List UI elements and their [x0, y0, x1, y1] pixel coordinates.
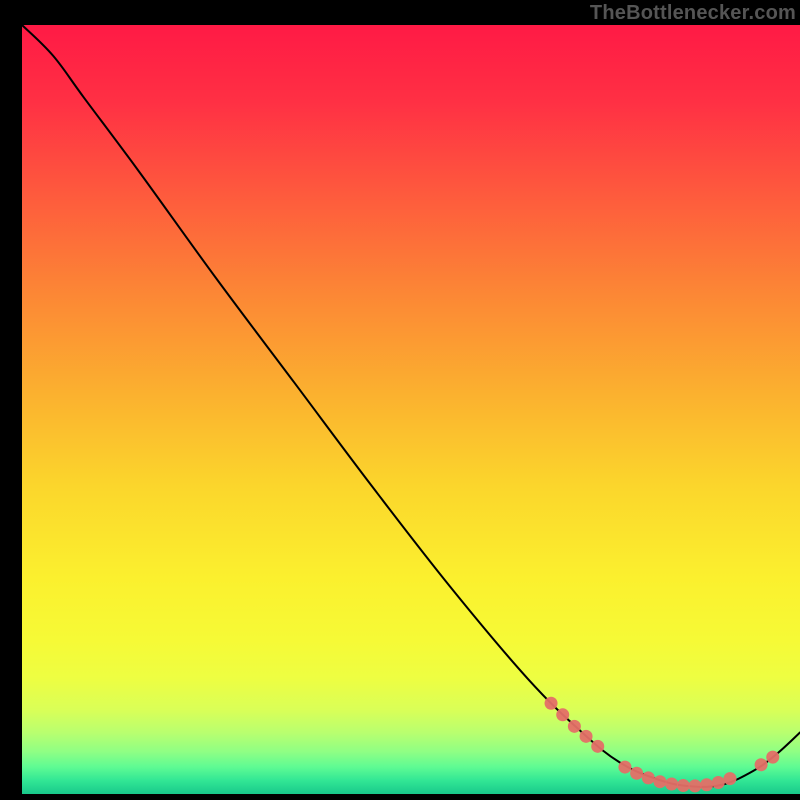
- curve-layer: [22, 25, 800, 794]
- data-point: [766, 751, 779, 764]
- data-point: [568, 720, 581, 733]
- data-point: [688, 779, 701, 792]
- data-point: [556, 708, 569, 721]
- chart-canvas: TheBottlenecker.com: [0, 0, 800, 800]
- data-point: [755, 758, 768, 771]
- plot-area: [22, 25, 800, 794]
- data-point: [642, 771, 655, 784]
- data-point: [545, 697, 558, 710]
- data-point: [723, 772, 736, 785]
- data-point: [712, 776, 725, 789]
- bottleneck-curve: [22, 25, 800, 787]
- data-point: [653, 775, 666, 788]
- watermark-label: TheBottlenecker.com: [590, 2, 796, 25]
- data-point: [665, 778, 678, 791]
- data-point: [591, 740, 604, 753]
- data-point: [630, 767, 643, 780]
- data-point: [580, 730, 593, 743]
- data-point: [700, 778, 713, 791]
- data-point: [618, 761, 631, 774]
- data-point: [677, 779, 690, 792]
